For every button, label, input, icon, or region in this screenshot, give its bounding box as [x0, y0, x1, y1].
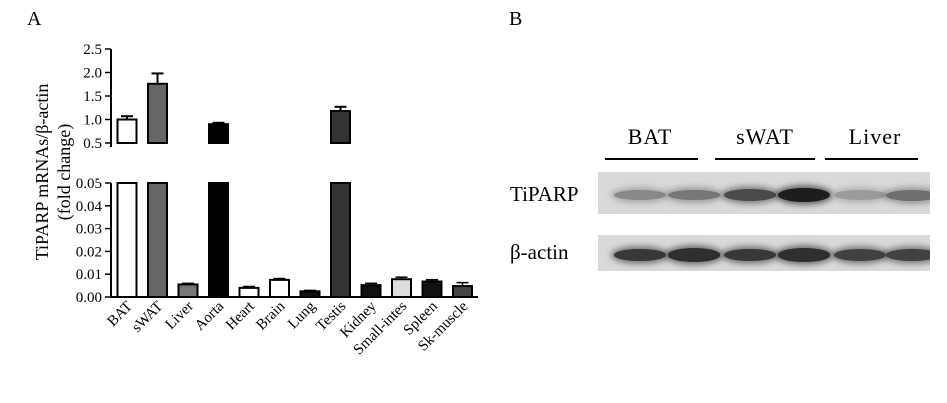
x-tick-label-2: Liver	[163, 299, 197, 333]
x-tick-label-5: Brain	[253, 298, 288, 333]
bar-6	[299, 290, 321, 298]
blot-strip-actin	[598, 235, 930, 271]
bar-9	[391, 278, 412, 299]
bar-7-upper	[330, 110, 351, 144]
bar-5	[269, 278, 290, 298]
panel-b-label: B	[509, 8, 523, 30]
bar-1-lower	[147, 182, 168, 298]
x-tick-label-6: Lung	[285, 298, 319, 332]
bar-1-upper	[147, 82, 168, 144]
blot-band-1-4	[834, 248, 886, 262]
y-axis-label-2: (fold change)	[54, 124, 75, 220]
y-tick-label-upper-0: 0.5	[83, 136, 102, 152]
blot-row-label-actin: β-actin	[510, 240, 569, 264]
x-tick-label-3: Aorta	[192, 298, 228, 334]
bar-3-upper	[208, 123, 229, 144]
blot-group-label-liver: Liver	[848, 124, 902, 149]
y-tick-label-lower-4: 0.04	[76, 199, 103, 215]
bar-3-lower	[208, 182, 229, 298]
y-tick-label-upper-3: 2.0	[83, 66, 102, 82]
blot-group-line-liver	[825, 158, 918, 160]
blot-band-1-5	[886, 248, 930, 262]
blot-band-0-1	[668, 189, 720, 201]
panel-a-label: A	[27, 8, 42, 30]
blot-group-label-swat: sWAT	[736, 124, 794, 149]
x-tick-label-4: Heart	[223, 298, 258, 333]
blot-group-line-bat	[605, 158, 698, 160]
western-blot: BAT sWAT Liver TiPARP β-actin	[500, 0, 947, 403]
blot-band-0-3	[778, 188, 830, 202]
blot-band-1-3	[778, 248, 830, 262]
y-tick-label-lower-2: 0.02	[76, 244, 102, 260]
blot-band-0-4	[834, 190, 886, 200]
y-axis-label-1: TiPARP mRNAs/β-actin	[32, 84, 52, 261]
y-tick-label-upper-2: 1.5	[83, 89, 102, 105]
blot-band-0-2	[724, 188, 776, 202]
bar-chart: 0.00 0.01 0.02 0.03 0.04 0.05 0.5 1.0 1.5 2.0 2.5 T…	[32, 42, 478, 358]
blot-strip-tiparp	[598, 172, 930, 214]
y-tick-label-lower-1: 0.01	[76, 267, 102, 283]
blot-band-0-5	[886, 189, 930, 201]
blot-row-label-tiparp: TiPARP	[510, 182, 579, 206]
bar-0-upper	[116, 118, 138, 144]
bar-2	[177, 283, 199, 298]
blot-band-0-0	[614, 189, 666, 201]
y-tick-label-upper-1: 1.0	[83, 113, 102, 129]
x-tick-label-1: sWAT	[129, 299, 166, 336]
y-tick-label-upper-4: 2.5	[83, 42, 102, 58]
blot-band-1-1	[668, 248, 720, 262]
blot-band-1-2	[724, 248, 776, 262]
y-tick-label-lower-3: 0.03	[76, 222, 102, 238]
bar-10	[421, 280, 443, 299]
bar-11	[452, 285, 473, 298]
blot-band-1-0	[614, 248, 666, 262]
blot-group-label-bat: BAT	[627, 124, 673, 149]
y-tick-label-lower-0: 0.00	[76, 290, 102, 306]
y-tick-label-lower-5: 0.05	[76, 176, 102, 192]
blot-group-line-swat	[715, 158, 815, 160]
bar-4	[238, 286, 260, 299]
bar-8	[360, 284, 382, 299]
bar-0-lower	[116, 182, 138, 298]
axis-break-gap	[99, 148, 469, 181]
bar-7-lower	[330, 182, 351, 298]
